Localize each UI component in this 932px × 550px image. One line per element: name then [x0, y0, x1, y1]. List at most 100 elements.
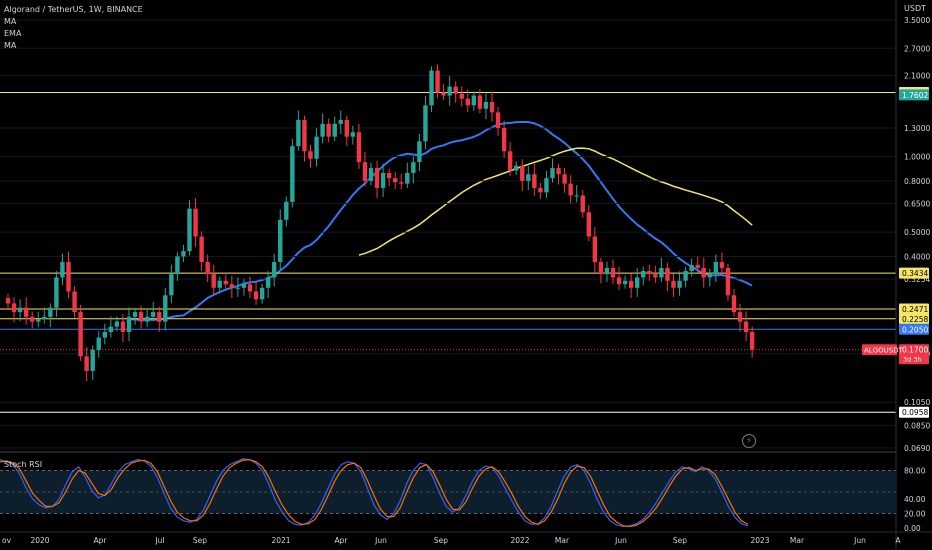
candle-body-22 [138, 312, 144, 322]
indicator-ema[interactable]: EMA [4, 29, 22, 38]
candle-body-112 [683, 270, 688, 281]
candle-body-34 [211, 274, 216, 288]
level-badge-1 [899, 267, 929, 279]
candle-body-11 [72, 291, 77, 313]
time-tick-label-3: Jul [154, 536, 164, 545]
candle-body-5 [36, 319, 41, 322]
level-badge-label-4: 0.2050 [902, 325, 928, 334]
time-tick-label-11: Jun [614, 536, 627, 545]
candle-body-122 [743, 321, 749, 332]
candle-body-49 [302, 119, 307, 152]
horizontal-levels [0, 19, 896, 449]
candle-body-13 [84, 356, 89, 371]
candle-body-27 [169, 274, 174, 296]
candle-body-115 [701, 267, 706, 278]
candle-body-8 [54, 277, 59, 308]
candle-body-100 [610, 267, 616, 278]
candle-body-47 [290, 146, 295, 202]
time-tick-label-12: Sep [673, 536, 687, 545]
candle-body-96 [586, 212, 591, 237]
candle-body-61 [374, 168, 380, 188]
candle-body-62 [380, 172, 386, 188]
candle-body-17 [108, 326, 114, 332]
time-tick-label-13: 2023 [750, 536, 769, 545]
lightning-icon[interactable]: ⚡ [742, 434, 756, 448]
ma-yellow-line [358, 147, 753, 256]
rsi-tick-label-3: 0.00 [904, 524, 921, 533]
candle-body-99 [604, 267, 610, 275]
candle-body-48 [296, 119, 301, 147]
price-tick-label-3: 1.3000 [904, 124, 930, 133]
candle-body-40 [247, 284, 253, 292]
candle-body-67 [411, 162, 416, 173]
candle-body-74 [453, 86, 458, 94]
candle-body-81 [495, 112, 501, 128]
level-badge-4 [899, 323, 929, 335]
candle-body-107 [653, 274, 658, 278]
candle-body-42 [259, 287, 265, 300]
level-badge-label-1: 0.3434 [902, 269, 928, 278]
candle-body-50 [308, 151, 313, 159]
candle-body-55 [338, 119, 343, 124]
candle-body-59 [362, 162, 368, 181]
candle-body-90 [550, 168, 555, 179]
candle-body-92 [562, 174, 567, 184]
candle-body-4 [30, 316, 35, 322]
candle-body-33 [205, 262, 210, 275]
rsi-k-line [0, 458, 749, 528]
candle-body-118 [719, 262, 725, 268]
candle-body-18 [114, 321, 120, 327]
candle-body-1 [11, 303, 17, 313]
price-tick-label-4: 1.0000 [904, 153, 930, 162]
candle-body-87 [532, 174, 537, 188]
candle-body-23 [144, 316, 150, 322]
candle-body-20 [126, 316, 132, 332]
candle-body-88 [538, 187, 543, 193]
candle-body-39 [241, 284, 247, 288]
time-axis[interactable]: ov 2020 Apr Jul Sep 2021 Apr Jun Sep 2022 Mar Jun Se… [0, 531, 932, 545]
candle-body-111 [677, 280, 682, 288]
ticker-badge [862, 344, 897, 356]
price-badge-label-1: 0.1700 [902, 346, 928, 355]
rsi-tick-label-0: 80.00 [904, 466, 926, 475]
candle-body-65 [399, 182, 404, 184]
price-tick-label-13: 0.0690 [904, 444, 930, 453]
level-badge-2 [899, 303, 929, 315]
level-badge-label-3: 0.2258 [902, 315, 928, 324]
indicator-ma-1[interactable]: MA [4, 17, 17, 26]
time-tick-label-16: A [895, 536, 901, 545]
candle-body-57 [350, 132, 356, 137]
candle-body-21 [132, 312, 138, 317]
price-tick-label-5: 0.8000 [904, 177, 930, 186]
candle-body-116 [707, 274, 712, 278]
candle-body-89 [544, 178, 549, 193]
candle-body-94 [574, 195, 579, 197]
candle-body-93 [568, 183, 573, 196]
candle-body-117 [713, 262, 719, 275]
candle-body-120 [731, 295, 737, 313]
candle-body-102 [622, 280, 628, 285]
candle-body-113 [689, 264, 694, 271]
candle-body-76 [465, 98, 470, 106]
time-tick-label-9: 2022 [510, 536, 529, 545]
candle-body-64 [393, 178, 398, 183]
candle-body-82 [501, 127, 507, 152]
ma-blue-line [129, 120, 753, 322]
candle-body-28 [175, 256, 180, 275]
candlesticks [5, 64, 755, 382]
candle-body-123 [749, 331, 755, 350]
candle-body-46 [284, 201, 289, 220]
candle-body-25 [157, 312, 162, 322]
price-badge-sublabel-1: 3d 3h [903, 356, 922, 364]
stoch-rsi-label[interactable]: Stoch RSI [4, 460, 43, 469]
currency-label[interactable]: USDT [904, 4, 926, 13]
candle-body-44 [272, 262, 277, 278]
time-tick-label-2: Apr [94, 536, 108, 545]
rsi-tick-label-2: 20.00 [904, 510, 926, 519]
candle-body-106 [647, 270, 652, 275]
candle-body-2 [17, 307, 23, 313]
time-tick-label-0: ov [2, 536, 12, 545]
indicator-ma-2[interactable]: MA [4, 41, 17, 50]
level-badge-5 [899, 406, 929, 418]
